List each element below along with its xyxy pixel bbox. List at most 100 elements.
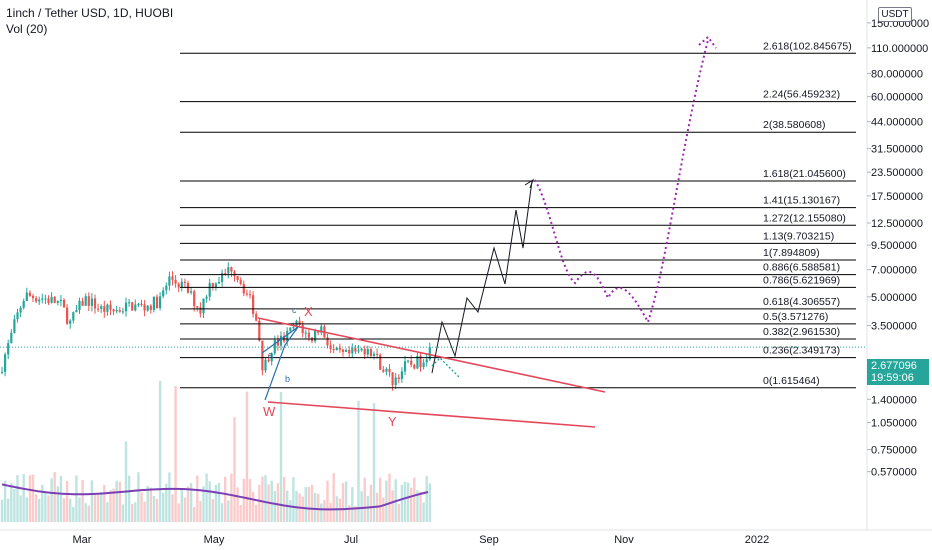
volume-indicator-label[interactable]: Vol (20)	[6, 22, 48, 36]
volume-bar	[81, 480, 84, 522]
candle-body	[190, 291, 193, 293]
candle-body	[413, 364, 416, 369]
volume-bar	[53, 472, 56, 522]
price-tick-label: 60.000000	[871, 92, 923, 104]
candle-body	[75, 309, 78, 313]
volume-bar	[171, 494, 174, 522]
volume-bar	[310, 484, 314, 522]
candle-body	[146, 305, 149, 311]
volume-bar	[403, 481, 407, 522]
volume-bar	[217, 482, 221, 522]
candle-body	[348, 350, 351, 354]
candle-body	[236, 276, 239, 280]
volume-bar	[140, 492, 143, 522]
volume-bar	[34, 494, 38, 522]
volume-bar	[65, 481, 69, 522]
volume-bar	[369, 484, 373, 522]
fib-level-label: 2.24(56.459232)	[763, 89, 840, 101]
volume-bar	[264, 475, 267, 522]
candle-body	[345, 350, 348, 352]
volume-bar	[78, 497, 81, 522]
volume-bar	[186, 486, 190, 522]
candle-body	[317, 330, 320, 333]
candlesticks	[0, 262, 431, 391]
volume-bar	[47, 495, 50, 522]
volume-bar	[282, 476, 286, 522]
volume-bar	[165, 483, 168, 522]
candle-body	[279, 335, 283, 346]
fib-level-label: 0.382(2.961530)	[763, 326, 840, 338]
volume-bar	[273, 490, 276, 522]
candle-body	[165, 285, 168, 291]
candle-body	[124, 302, 128, 312]
lower-trendline	[267, 401, 596, 428]
volume-bar	[93, 493, 97, 522]
volume-bar	[28, 475, 32, 522]
candle-body	[137, 304, 140, 306]
drawings: a b c W X Y	[257, 35, 717, 429]
candle-body	[28, 292, 31, 296]
candle-body	[230, 267, 233, 272]
volume-bar	[69, 498, 72, 522]
wave-label: W	[263, 404, 276, 419]
candle-body	[422, 362, 425, 367]
volume-bar	[410, 487, 413, 522]
volume-bars	[0, 381, 431, 522]
candle-body	[357, 350, 360, 352]
candle-body	[7, 343, 10, 355]
candle-body	[366, 349, 369, 355]
volume-bar	[208, 481, 211, 522]
volume-bar	[56, 486, 59, 522]
volume-bar	[236, 487, 239, 522]
candle-body	[410, 360, 413, 365]
wave-label: Y	[388, 414, 397, 429]
volume-bar	[245, 391, 249, 522]
candle-body	[376, 353, 379, 355]
time-tick-label: Sep	[479, 534, 499, 546]
candle-body	[394, 377, 397, 385]
time-tick-label: 2022	[745, 534, 769, 546]
candle-body	[329, 345, 332, 350]
candle-body	[10, 332, 13, 344]
volume-bar	[326, 480, 329, 522]
candle-body	[252, 295, 255, 314]
volume-bar	[121, 504, 125, 522]
fib-level-label: 1.272(12.155080)	[763, 212, 846, 224]
price-scale-panel[interactable]	[867, 0, 932, 550]
candle-body	[171, 276, 174, 280]
volume-bar	[131, 504, 134, 522]
volume-bar	[239, 505, 242, 522]
candle-body	[419, 355, 422, 367]
volume-bar	[341, 483, 345, 522]
volume-bar	[214, 484, 218, 522]
last-price-value: 2.677096	[871, 360, 917, 372]
volume-bar	[31, 474, 35, 522]
wave-label: X	[304, 304, 313, 319]
candle-body	[59, 299, 62, 302]
volume-bar	[351, 487, 354, 522]
fib-extension: 2.618(102.845675) 2.24(56.459232) 2(38.580…	[180, 40, 856, 389]
volume-bar	[202, 486, 205, 522]
candle-body	[84, 296, 87, 306]
symbol-title[interactable]: 1inch / Tether USD, 1D, HUOBI	[6, 6, 174, 20]
currency-badge[interactable]: USDT	[878, 7, 912, 22]
candle-body	[301, 324, 304, 333]
candle-body	[128, 302, 131, 304]
candle-body	[397, 377, 400, 380]
candle-body	[372, 353, 376, 356]
volume-bar	[242, 478, 245, 522]
candle-body	[245, 293, 248, 295]
volume-bar	[428, 483, 431, 522]
candle-body	[202, 298, 205, 314]
candle-body	[140, 304, 143, 306]
candle-body	[255, 313, 258, 321]
volume-bar	[84, 503, 87, 522]
candle-body	[149, 305, 152, 310]
volume-bar	[289, 500, 292, 522]
volume-bar	[425, 475, 428, 522]
candle-body	[407, 360, 410, 362]
fib-level-label: 1.13(9.703215)	[763, 230, 834, 242]
candle-body	[199, 307, 202, 314]
candle-body	[16, 312, 19, 320]
